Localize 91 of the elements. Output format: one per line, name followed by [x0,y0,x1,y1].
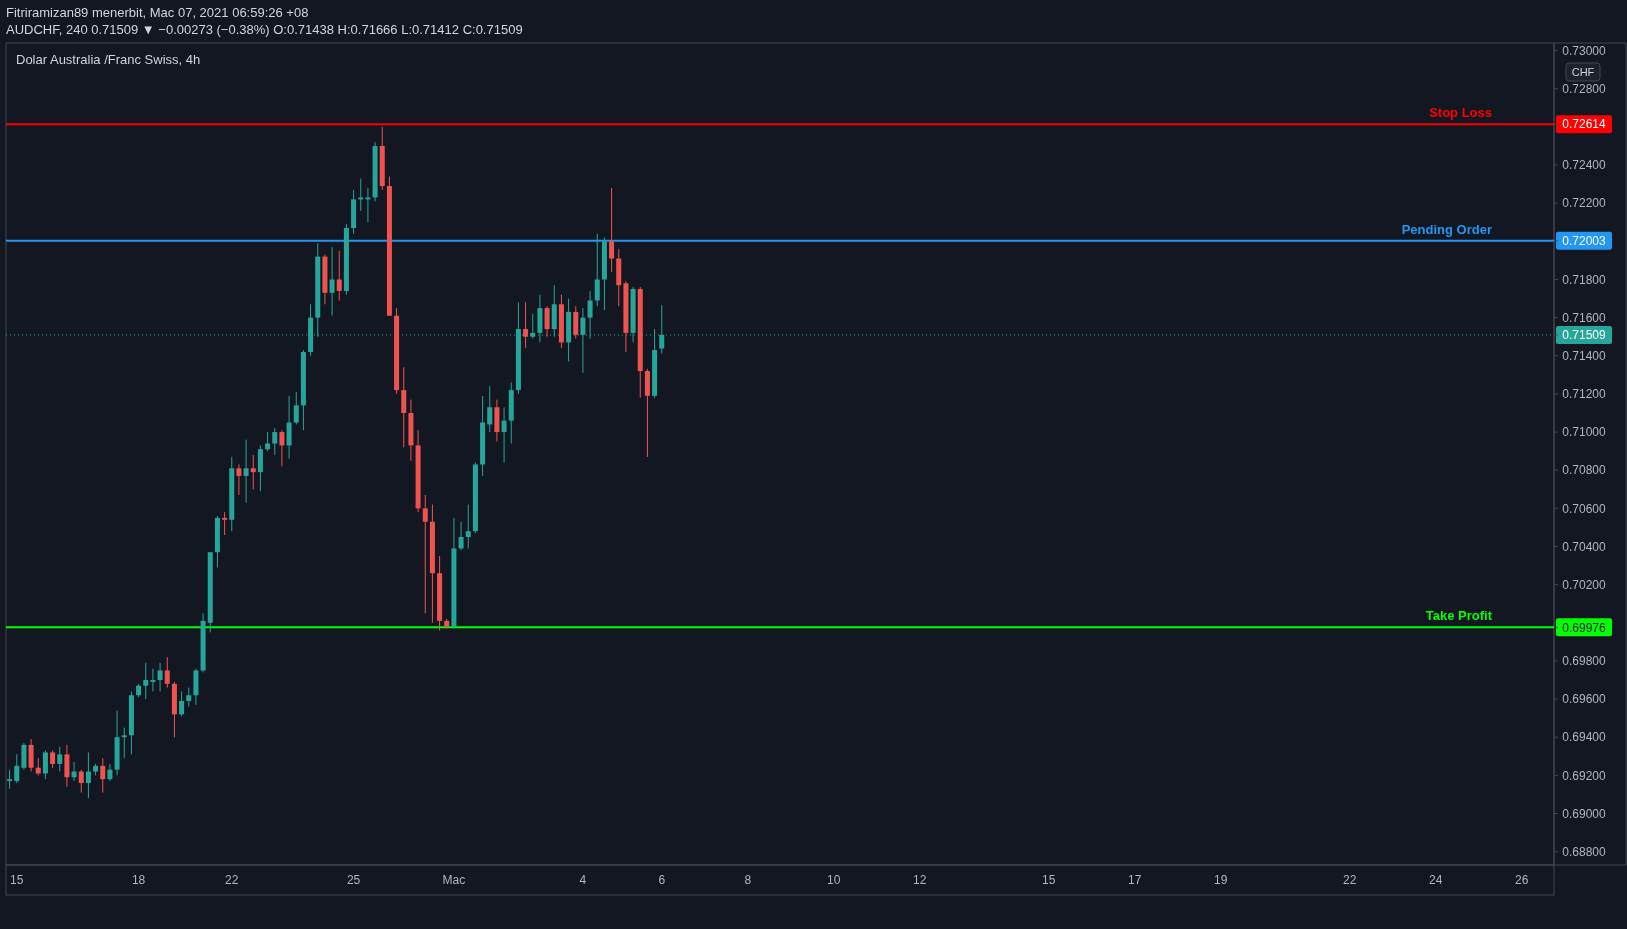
y-tick-label: 0.70200 [1562,577,1607,592]
y-tick-label: 0.72614 [1562,117,1607,132]
ref-line-label: Stop Loss [1429,105,1492,121]
ref-line-label: Pending Order [1401,221,1492,237]
candlestick [28,738,34,773]
candlestick [143,662,149,700]
candlestick [594,233,600,307]
x-tick-label: 26 [1515,873,1529,887]
candlestick [121,727,127,759]
candlestick [293,391,299,425]
y-axis-title: CHF [1571,65,1595,78]
y-tick-label: 0.71600 [1562,310,1607,325]
x-tick-label: 24 [1429,873,1443,887]
candlestick [250,454,256,490]
unit-badge: CHF [1565,62,1601,82]
candlestick [107,763,113,782]
candlestick [64,744,70,788]
candlestick [57,746,63,773]
candlestick [272,427,278,456]
x-tick-label: 6 [658,873,666,887]
candlestick [164,656,170,689]
x-tick-label: 19 [1214,873,1228,887]
candlestick [157,662,163,692]
candlestick [544,305,550,338]
x-tick-label: 10 [827,873,841,887]
candlestick [186,687,192,708]
text: Dolar Australia /Franc Swiss, 4h [16,52,201,67]
y-tick-label: 0.71400 [1562,348,1607,363]
y-tick-label: 0.69976 [1562,620,1607,635]
candlestick [422,494,428,614]
candlestick [487,385,493,433]
candlestick [523,301,529,349]
candlestick [14,753,20,784]
x-tick-label: 15 [10,873,24,887]
y-tick-label: 0.69800 [1562,654,1607,669]
candlestick [7,769,13,790]
y-tick-label: 0.71200 [1562,387,1607,402]
y-tick-label: 0.69200 [1562,768,1607,783]
candlestick [179,690,185,717]
y-tick-label: 0.70800 [1562,463,1607,478]
x-tick-label: Mac [442,873,466,887]
x-tick-label: 18 [131,873,146,887]
y-tick-label: 0.70600 [1562,501,1607,516]
candlestick [78,769,84,794]
candlestick [85,751,91,799]
ref-line-label: Take Profit [1425,608,1493,624]
candlestick [358,177,364,212]
y-tick-label: 0.73000 [1562,43,1607,58]
candlestick [365,187,371,223]
y-tick-label: 0.69000 [1562,806,1607,821]
y-tick-label: 0.70400 [1562,539,1607,554]
x-tick-label: 15 [1042,873,1056,887]
candlestick [236,463,242,496]
candlestick [150,668,156,692]
y-tick-label: 0.72003 [1562,233,1607,248]
x-tick-label: 22 [1343,873,1357,887]
candlestick [279,429,285,467]
x-tick-label: 8 [744,873,752,887]
candlestick [336,250,342,301]
candlestick [21,742,27,771]
candlestick [465,504,471,549]
y-tick-label: 0.72400 [1562,158,1607,173]
candlestick [501,406,507,464]
y-tick-label: 0.72800 [1562,81,1607,96]
x-tick-label: 12 [913,873,927,887]
candlestick [222,511,228,536]
candlestick [587,290,593,340]
candlestick [530,313,536,340]
y-tick-label: 0.71800 [1562,272,1607,287]
candlestick [458,521,464,551]
candlestick [609,187,615,273]
x-tick-label: 25 [346,873,361,887]
y-tick-label: 0.69400 [1562,730,1607,745]
candlestick [401,366,407,448]
text: AUDCHF, 240 0.71509 ▼ −0.00273 (−0.38%) O:0.71438 H:0.71666 L:0.71412 C:0.71509 [6,22,523,37]
x-tick-label: 17 [1128,873,1142,887]
candlestick [257,444,263,492]
y-tick-label: 0.71000 [1562,425,1607,440]
candlestick [42,750,48,780]
candlestick [573,305,579,340]
x-tick-label: 4 [579,873,587,887]
x-tick-label: 22 [225,873,239,887]
candlestick [100,757,106,794]
candlestick [329,246,335,317]
y-tick-label: 0.69600 [1562,692,1607,707]
y-tick-label: 0.68800 [1562,844,1607,859]
y-tick-label: 0.72200 [1562,196,1607,211]
y-tick-label: 0.71509 [1562,328,1607,343]
candlestick [286,395,292,460]
candlestick [243,439,249,504]
chart-subtitle: Fitriramizan89 menerbit, Mac 07, 2021 06:59:26 +08 [6,5,309,20]
